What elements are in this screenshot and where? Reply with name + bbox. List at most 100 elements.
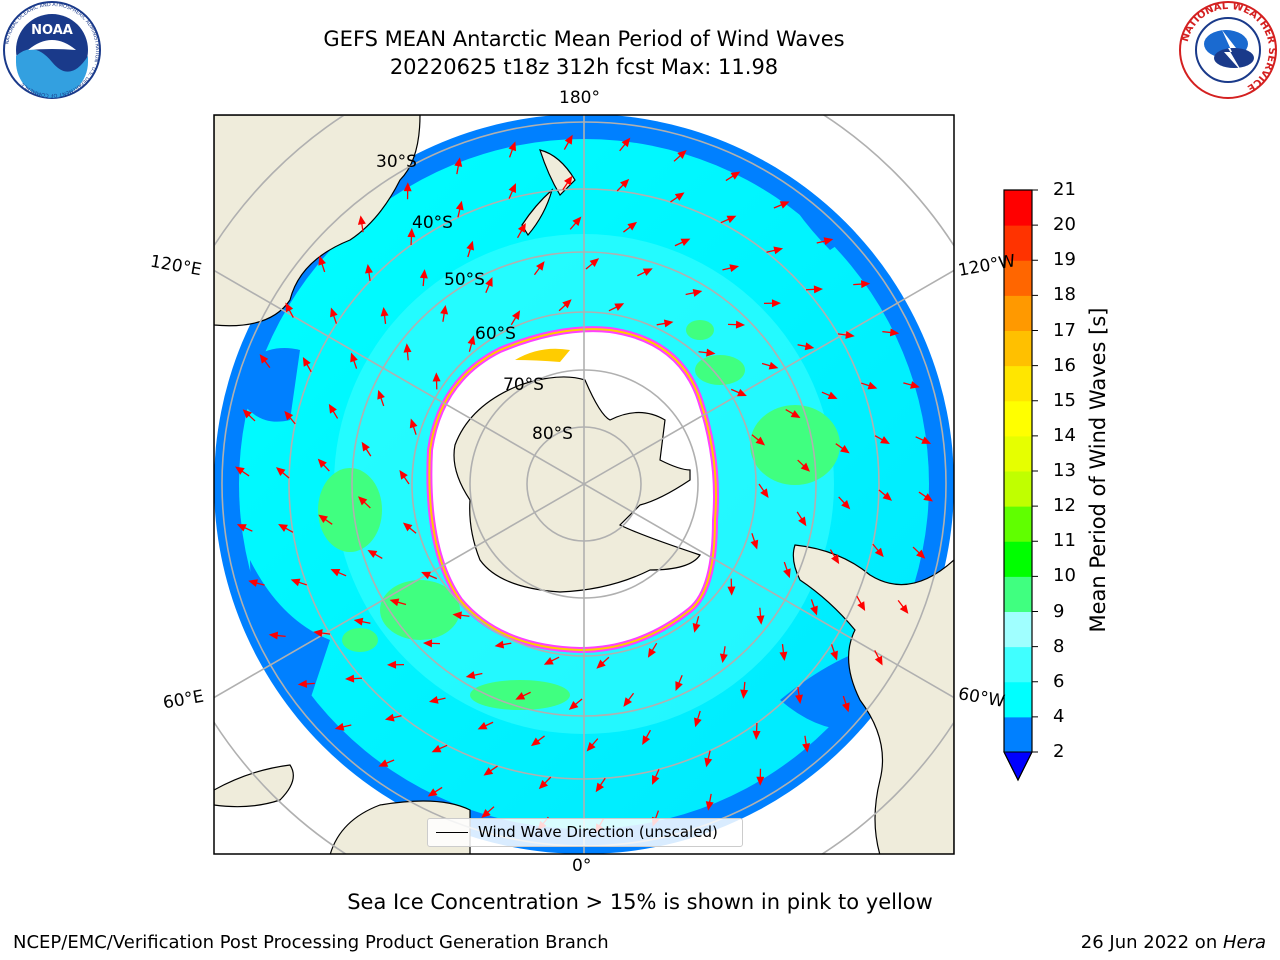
wind-wave-arrow-head bbox=[614, 303, 625, 311]
colorbar-tick-label: 13 bbox=[1053, 460, 1076, 481]
wind-wave-arrow-head bbox=[389, 598, 400, 607]
wind-wave-arrow-head bbox=[284, 410, 294, 421]
wind-wave-arrow-head bbox=[419, 269, 428, 279]
wind-wave-arrow-head bbox=[680, 238, 691, 247]
wind-wave-arrow-head bbox=[823, 237, 834, 246]
wind-wave-arrow-head bbox=[334, 722, 345, 731]
wind-wave-arrow-head bbox=[330, 307, 338, 318]
wind-wave-arrow-head bbox=[705, 801, 714, 811]
footer-branch: NCEP/EMC/Verification Post Processing Pr… bbox=[13, 932, 609, 953]
wind-wave-arrow-head bbox=[568, 701, 579, 710]
colorbar-under-extension bbox=[1003, 751, 1033, 782]
wind-wave-arrow-head bbox=[508, 141, 517, 152]
wind-wave-arrow-head bbox=[431, 744, 442, 753]
wind-wave-arrow-head bbox=[455, 200, 464, 211]
lat-label-30s: 30°S bbox=[376, 152, 417, 172]
wind-wave-arrow-head bbox=[621, 137, 631, 148]
wind-wave-arrow-head bbox=[358, 496, 368, 506]
wind-wave-arrow-head bbox=[589, 258, 600, 267]
wind-wave-arrow-head bbox=[627, 221, 638, 231]
colorbar-tick-label: 8 bbox=[1053, 635, 1065, 657]
wind-wave-arrow-head bbox=[756, 615, 765, 625]
wind-wave-arrow-head bbox=[620, 178, 630, 189]
wind-wave-arrow-head bbox=[779, 201, 790, 209]
map-area bbox=[214, 115, 954, 854]
wind-wave-arrow-head bbox=[719, 653, 728, 664]
chart-subtitle: 20220625 t18z 312h fcst Max: 11.98 bbox=[389, 55, 779, 79]
wind-wave-arrow-head bbox=[536, 261, 545, 271]
wind-wave-arrow-head bbox=[586, 742, 596, 752]
wind-wave-arrow-head bbox=[275, 467, 286, 476]
colorbar-segment bbox=[1004, 541, 1032, 577]
wind-wave-arrow-head bbox=[481, 809, 491, 818]
wind-wave-arrow-head bbox=[867, 381, 878, 390]
wind-wave-arrow-head bbox=[268, 631, 279, 640]
wind-wave-arrow-head bbox=[813, 285, 823, 294]
wind-wave-arrow-head bbox=[880, 436, 890, 444]
footer-date: 26 Jun 2022 on Hera bbox=[1081, 932, 1266, 953]
wind-wave-arrow-head bbox=[572, 216, 582, 226]
wind-wave-arrow-head bbox=[647, 647, 656, 658]
colorbar-segment bbox=[1004, 190, 1032, 226]
wind-wave-arrow-head bbox=[467, 335, 476, 346]
wind-wave-arrow-head bbox=[677, 150, 687, 159]
wind-wave-arrow-head bbox=[432, 372, 441, 382]
colorbar-tick-label: 21 bbox=[1053, 179, 1076, 200]
wind-wave-arrow-head bbox=[663, 319, 674, 328]
wind-wave-arrow-head bbox=[399, 469, 408, 480]
colorbar-segment bbox=[1004, 576, 1032, 612]
wave-period-patch bbox=[318, 468, 382, 552]
wind-wave-arrow-head bbox=[377, 389, 385, 400]
wind-wave-arrow-head bbox=[466, 240, 474, 251]
colorbar-tick-label: 10 bbox=[1053, 565, 1076, 587]
colorbar-tick-label: 14 bbox=[1053, 424, 1076, 446]
wind-wave-arrow-head bbox=[454, 157, 463, 167]
wind-wave-arrow-head bbox=[675, 681, 683, 691]
wind-wave-arrow-head bbox=[328, 403, 337, 414]
wind-wave-arrow-head bbox=[916, 549, 926, 559]
lon-label-top: 180° bbox=[559, 88, 600, 108]
colorbar-segment bbox=[1004, 260, 1032, 296]
wind-wave-arrow-head bbox=[729, 264, 740, 273]
wind-wave-arrow-head bbox=[538, 779, 548, 790]
wind-wave-arrow-head bbox=[422, 639, 433, 648]
lat-label-60s: 60°S bbox=[475, 324, 516, 344]
wind-wave-arrow-head bbox=[562, 299, 572, 309]
wind-wave-arrow-head bbox=[563, 175, 573, 186]
wind-wave-arrows bbox=[235, 134, 933, 834]
wind-wave-arrow-head bbox=[694, 717, 702, 728]
australia-land bbox=[214, 115, 421, 327]
wind-wave-arrow-head bbox=[798, 516, 807, 527]
wind-wave-arrow-head bbox=[367, 549, 378, 558]
wind-wave-arrow-head bbox=[857, 601, 866, 611]
wind-wave-arrow-head bbox=[517, 222, 526, 233]
wind-wave-arrow-head bbox=[874, 655, 883, 666]
wind-wave-arrow-head bbox=[704, 757, 713, 768]
colorbar-tick-label: 19 bbox=[1053, 249, 1076, 271]
wind-wave-arrow-head bbox=[779, 651, 788, 661]
colorbar-segment bbox=[1004, 400, 1032, 437]
wind-wave-arrow-head bbox=[773, 246, 784, 255]
wind-wave-arrow-head bbox=[402, 522, 413, 532]
wind-wave-arrow-head bbox=[840, 444, 850, 454]
wind-wave-arrow-head bbox=[706, 348, 716, 357]
colorbar-segment bbox=[1004, 681, 1032, 718]
wind-wave-arrow-head bbox=[403, 343, 412, 353]
wind-wave-arrow-head bbox=[802, 743, 811, 753]
wind-wave-arrow-head bbox=[810, 605, 818, 616]
wind-wave-arrow-head bbox=[737, 388, 747, 397]
wind-wave-arrow-head bbox=[357, 215, 366, 225]
wind-wave-arrow-head bbox=[756, 776, 765, 786]
wind-wave-arrow-head bbox=[755, 436, 766, 446]
wind-wave-arrow-head bbox=[726, 215, 737, 224]
wind-wave-arrow-head bbox=[771, 299, 781, 308]
colorbar-tick-label: 2 bbox=[1053, 741, 1065, 762]
wind-wave-arrow-head bbox=[285, 302, 294, 313]
footer-date-text: 26 Jun 2022 on bbox=[1080, 932, 1223, 953]
wind-wave-arrow-head bbox=[248, 579, 258, 587]
wind-wave-arrow-head bbox=[384, 713, 395, 722]
wind-wave-arrow-head bbox=[564, 134, 573, 145]
lon-label-bottom: 0° bbox=[572, 856, 592, 876]
wind-wave-arrow-head bbox=[530, 737, 541, 747]
